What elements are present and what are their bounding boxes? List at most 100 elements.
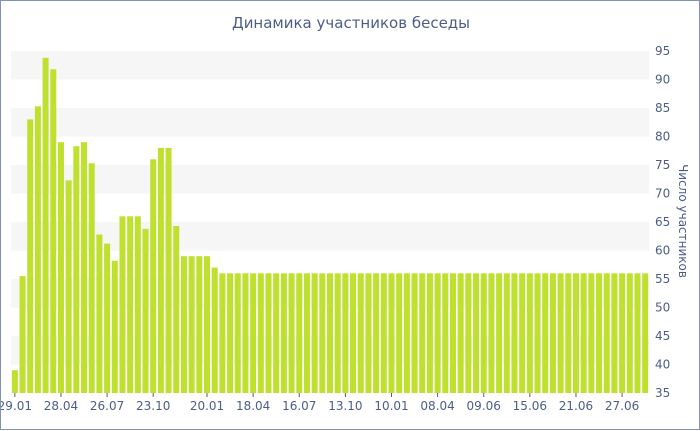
y-tick-label: 40: [655, 358, 670, 372]
bar: [50, 69, 57, 394]
bar: [73, 146, 80, 393]
bar: [503, 273, 510, 393]
bar: [572, 273, 579, 393]
bar: [373, 273, 380, 393]
bar: [449, 273, 456, 393]
bar: [127, 216, 134, 393]
background-band: [11, 222, 649, 251]
bar: [342, 273, 349, 393]
bar: [334, 273, 341, 393]
y-tick-label: 90: [655, 73, 670, 87]
bar: [496, 273, 503, 393]
bar: [81, 142, 88, 393]
y-tick-label: 50: [655, 301, 670, 315]
background-band: [11, 108, 649, 137]
bar: [549, 273, 556, 393]
y-tick-label: 75: [655, 158, 670, 172]
bar: [626, 273, 633, 393]
chart-title: Динамика участников беседы: [232, 14, 470, 32]
bar: [457, 273, 464, 393]
bar: [526, 273, 533, 393]
bar: [280, 273, 287, 393]
bar: [242, 273, 249, 393]
y-tick-label: 60: [655, 244, 670, 258]
x-tick-label: 26.07: [90, 399, 124, 413]
bar: [142, 228, 149, 393]
y-tick-label: 35: [655, 386, 670, 400]
bar: [580, 273, 587, 393]
y-tick-label: 45: [655, 329, 670, 343]
x-tick-label: 16.07: [282, 399, 316, 413]
bar: [196, 256, 203, 393]
x-tick-label: 27.06: [605, 399, 639, 413]
bar: [465, 273, 472, 393]
bar: [327, 273, 333, 393]
bar: [611, 273, 618, 393]
bar: [157, 147, 164, 393]
bar: [411, 273, 418, 393]
bar: [396, 273, 403, 393]
bar: [34, 106, 41, 393]
y-tick-label: 70: [655, 187, 670, 201]
y-axis-ticks: 35 40 45 50 55 60 65 70 75 80 85 90 95: [655, 44, 670, 400]
bar: [65, 180, 72, 393]
background-band: [11, 165, 649, 194]
y-tick-label: 80: [655, 130, 670, 144]
bar: [319, 273, 326, 393]
bar: [219, 273, 226, 393]
bar: [357, 273, 364, 393]
bar: [434, 273, 441, 393]
bar: [119, 216, 126, 393]
bar: [19, 276, 26, 393]
bar: [227, 273, 234, 393]
y-tick-label: 65: [655, 215, 670, 229]
y-tick-label: 85: [655, 101, 670, 115]
x-tick-label: 18.04: [236, 399, 270, 413]
x-tick-label: 21.06: [559, 399, 593, 413]
x-tick-label: 23.10: [136, 399, 170, 413]
bar: [265, 273, 272, 393]
bar: [534, 273, 541, 393]
bar: [104, 243, 111, 393]
x-tick-label: 13.10: [328, 399, 362, 413]
bar: [403, 273, 410, 393]
bar: [596, 273, 603, 393]
bar: [642, 273, 649, 393]
bar: [204, 256, 211, 393]
bar: [165, 147, 172, 393]
bar: [311, 273, 318, 393]
bar-series: [11, 57, 649, 394]
bar: [303, 273, 310, 393]
x-tick-label: 28.04: [44, 399, 78, 413]
bar: [273, 273, 280, 393]
y-tick-label: 55: [655, 272, 670, 286]
bar: [88, 163, 95, 393]
bar: [557, 273, 564, 393]
bar: [42, 57, 49, 394]
x-tick-label: 20.01: [190, 399, 224, 413]
bar: [150, 159, 157, 393]
bar: [603, 273, 610, 393]
x-tick-label: 10.01: [374, 399, 408, 413]
bar: [296, 273, 303, 393]
x-axis-ticks: 29.01 28.04 26.07 23.10 20.01 18.04 16.07 13.10…: [1, 393, 639, 413]
bar: [250, 273, 257, 393]
bar: [350, 273, 357, 393]
bar: [480, 273, 487, 393]
bar: [257, 273, 264, 393]
bar: [365, 273, 372, 393]
bar: [426, 273, 433, 393]
background-band: [11, 51, 649, 80]
bar: [511, 273, 518, 393]
bar: [388, 273, 395, 393]
x-tick-label: 15.06: [513, 399, 547, 413]
bar: [419, 273, 426, 393]
y-axis-label: Число участников: [676, 164, 690, 278]
x-tick-label: 29.01: [1, 399, 32, 413]
x-tick-label: 08.04: [420, 399, 454, 413]
bar: [96, 234, 103, 393]
x-tick-label: 09.06: [467, 399, 501, 413]
bar: [180, 256, 187, 393]
